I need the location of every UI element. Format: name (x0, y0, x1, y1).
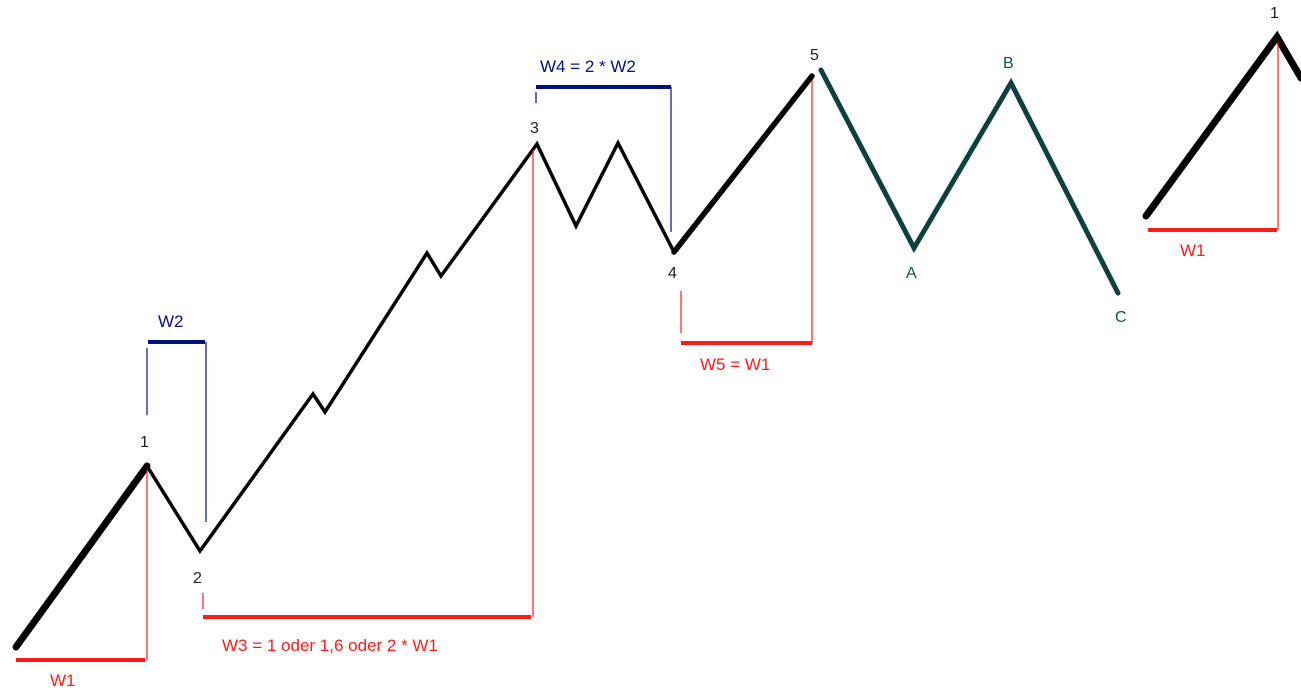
next-impulse-wave-1 (1142, 30, 1301, 220)
impulse-wave-1 (12, 462, 151, 651)
wave-label-c: C (1115, 309, 1127, 326)
wave-label-b: B (1003, 55, 1014, 72)
impulse-waves-2-4 (145, 139, 676, 555)
measure-label-w5: W5 = W1 (700, 355, 770, 374)
measure-label-w2: W2 (158, 312, 184, 331)
wave-label-2: 2 (193, 570, 202, 587)
wave-label-5: 5 (810, 47, 819, 64)
wave-label-1: 1 (140, 434, 149, 451)
measure-label-w1-next: W1 (1180, 241, 1206, 260)
measure-label-w1: W1 (50, 671, 76, 690)
wave-label-next-1: 1 (1270, 5, 1279, 22)
wave-label-3: 3 (530, 120, 539, 137)
correction-wave-abc (818, 67, 1121, 296)
wave-label-4: 4 (668, 265, 677, 282)
impulse-wave-5 (671, 73, 815, 255)
measure-label-w4: W4 = 2 * W2 (540, 57, 636, 76)
wave-label-a: A (906, 265, 917, 282)
measure-label-w3: W3 = 1 oder 1,6 oder 2 * W1 (222, 636, 438, 655)
